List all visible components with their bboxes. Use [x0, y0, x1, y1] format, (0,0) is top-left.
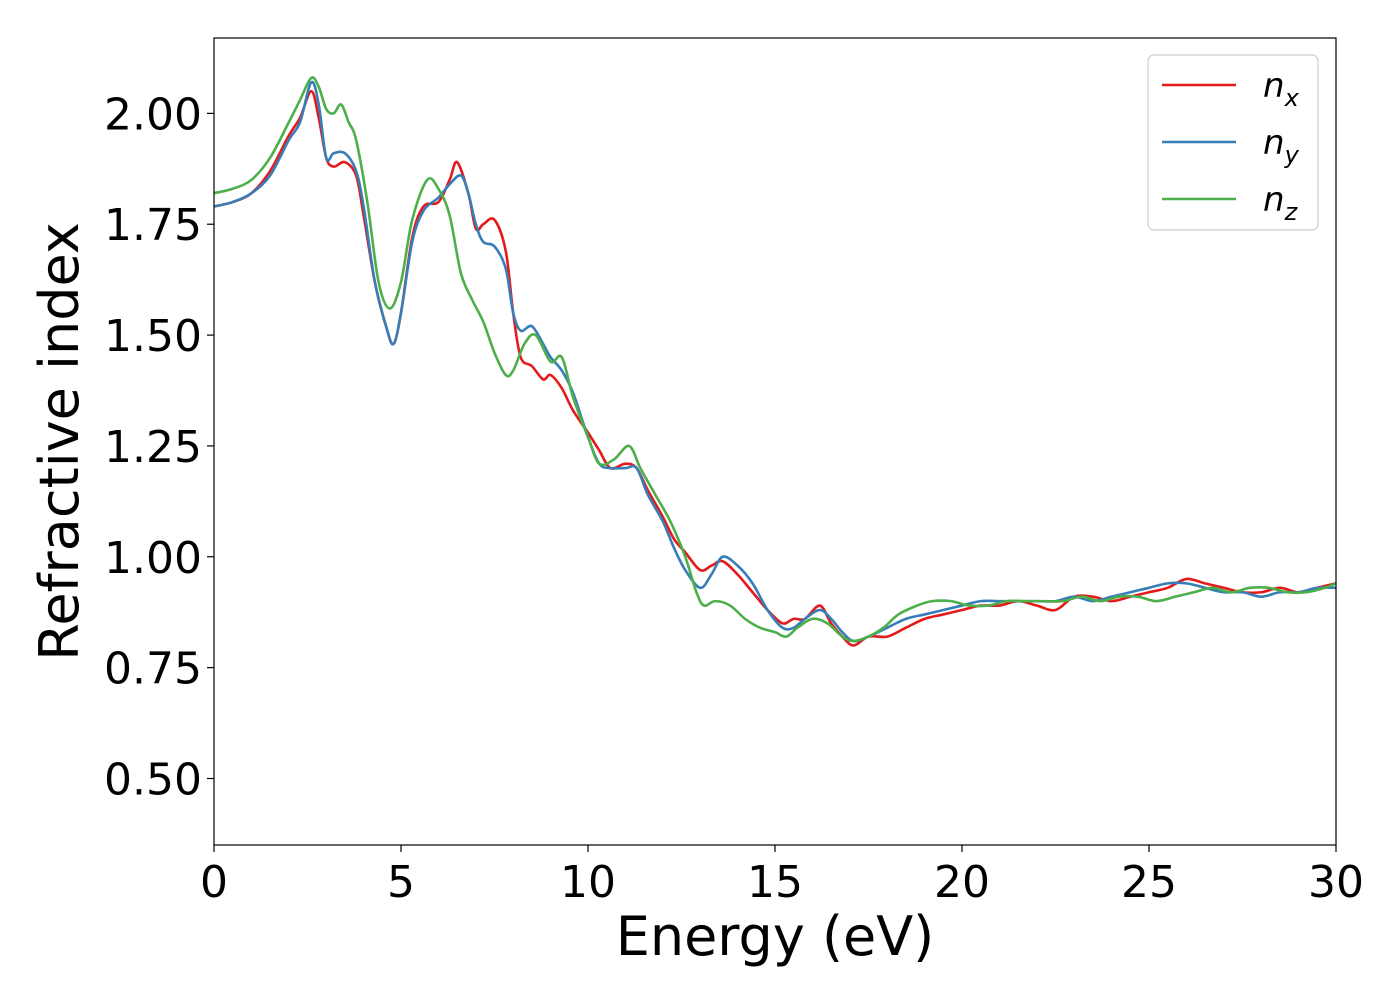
x-axis-title: Energy (eV) [616, 905, 935, 968]
x-tick-label: 0 [200, 857, 228, 908]
series-line-nz [214, 76, 1336, 643]
legend-label-nx: nx [1263, 66, 1300, 112]
x-tick-label: 30 [1308, 857, 1364, 908]
x-tick-label: 10 [560, 857, 616, 908]
y-tick-label: 1.00 [104, 533, 202, 584]
y-tick-label: 1.50 [104, 311, 202, 362]
y-tick-label: 2.00 [104, 89, 202, 140]
x-tick-label: 15 [747, 857, 803, 908]
y-tick-label: 0.75 [104, 644, 202, 695]
x-tick-label: 20 [934, 857, 990, 908]
x-axis-ticks: 0 5 10 15 20 25 30 [200, 845, 1364, 908]
x-tick-label: 25 [1121, 857, 1177, 908]
series-layer [214, 76, 1336, 647]
y-tick-label: 1.75 [104, 200, 202, 251]
legend-label-ny: ny [1263, 123, 1300, 169]
y-tick-label: 1.25 [104, 422, 202, 473]
legend-items: nx ny nz [1162, 66, 1300, 226]
x-tick-label: 5 [387, 857, 415, 908]
legend-label-nz: nz [1263, 180, 1299, 226]
legend: nx ny nz [1147, 54, 1319, 231]
y-axis-title: Refractive index [28, 222, 91, 661]
y-tick-label: 0.50 [104, 754, 202, 805]
y-axis-ticks: 0.50 0.75 1.00 1.25 1.50 1.75 2.00 [104, 89, 214, 805]
series-line-ny [214, 80, 1336, 643]
